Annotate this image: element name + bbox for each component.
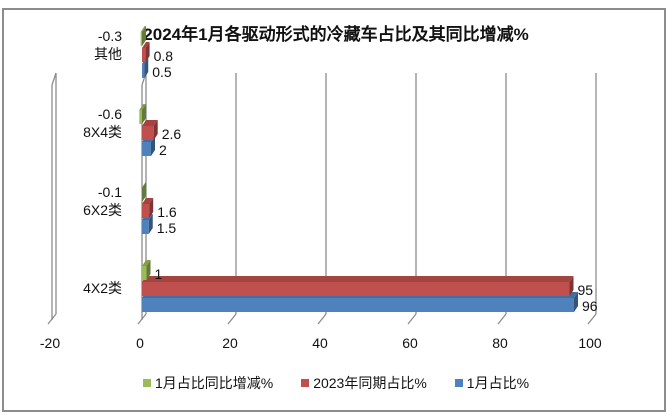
- bar: [142, 198, 154, 218]
- legend-item-yoy: 1月占比同比增减%: [142, 373, 274, 393]
- x-tick-label: 80: [492, 335, 508, 351]
- legend-label: 2023年同期占比%: [313, 375, 427, 391]
- x-tick-label: 60: [402, 335, 418, 351]
- legend-swatch-blue: [454, 379, 463, 387]
- data-label: 1.6: [157, 204, 177, 220]
- legend-item-2023: 2023年同期占比%: [301, 373, 427, 393]
- legend-item-jan: 1月占比%: [454, 373, 530, 393]
- data-label: 96: [582, 298, 598, 314]
- x-tick-label: 0: [136, 335, 144, 351]
- bar: [142, 276, 574, 296]
- legend: 1月占比同比增减% 2023年同期占比% 1月占比%: [0, 373, 672, 393]
- bar: [142, 120, 158, 140]
- data-label: 2: [159, 142, 167, 158]
- x-tick-label: -20: [40, 335, 60, 351]
- data-label: 1.5: [157, 220, 177, 236]
- data-label: -0.1: [98, 184, 122, 200]
- legend-swatch-red: [301, 379, 310, 387]
- legend-swatch-green: [142, 379, 151, 387]
- data-label: 95: [578, 282, 594, 298]
- category-label: 其他: [94, 46, 122, 62]
- data-label: 2.6: [162, 126, 182, 142]
- data-label: 0.5: [152, 64, 172, 80]
- bar: [142, 260, 151, 280]
- chart-title: 2024年1月各驱动形式的冷藏车占比及其同比增减%: [143, 25, 529, 44]
- bar: [139, 104, 146, 124]
- data-label: 1: [155, 266, 163, 282]
- bar: [142, 42, 150, 62]
- data-label: -0.6: [98, 106, 122, 122]
- legend-label: 1月占比%: [466, 375, 530, 391]
- category-label: 6X2类: [83, 202, 122, 218]
- legend-label: 1月占比同比增减%: [154, 375, 274, 391]
- category-label: 8X4类: [83, 124, 122, 140]
- data-label: 0.8: [154, 48, 174, 64]
- bar: [140, 26, 146, 46]
- chart-frame: [2, 8, 666, 412]
- x-tick-label: 40: [312, 335, 328, 351]
- x-tick-label: 100: [578, 335, 602, 351]
- bar: [141, 182, 147, 202]
- data-label: -0.3: [98, 28, 122, 44]
- category-label: 4X2类: [83, 280, 122, 296]
- x-tick-label: 20: [222, 335, 238, 351]
